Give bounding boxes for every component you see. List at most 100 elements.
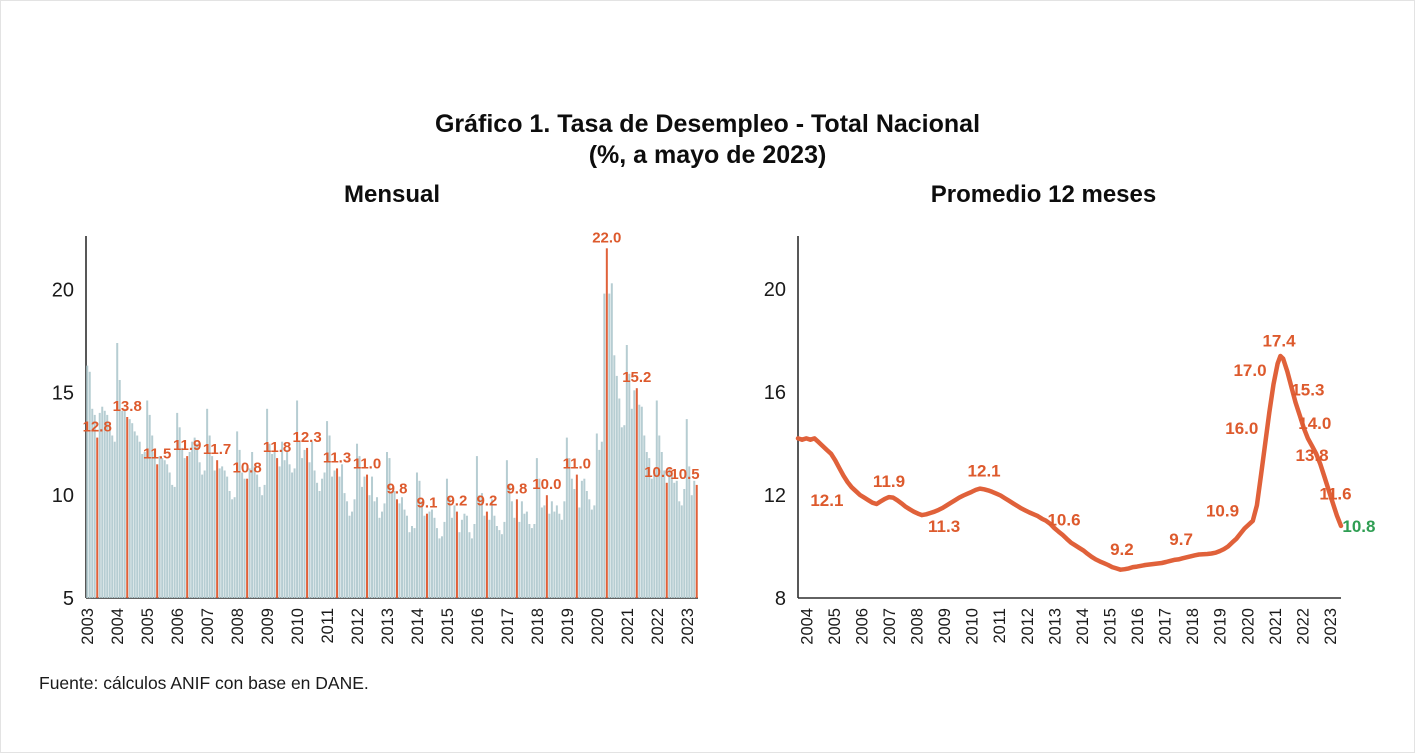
bar [208, 435, 211, 598]
svg-text:2008: 2008 [909, 608, 927, 645]
bar [518, 521, 521, 598]
bar [203, 470, 206, 598]
svg-text:2005: 2005 [139, 608, 157, 645]
bar [690, 495, 693, 598]
figure-title-line2: (%, a mayo de 2023) [588, 141, 827, 169]
bar [236, 431, 239, 598]
bar-label-2011: 11.3 [323, 449, 351, 466]
bar [343, 493, 346, 598]
bar-label-2010: 12.3 [292, 429, 321, 446]
bar [391, 491, 393, 598]
bar [440, 536, 443, 598]
bar [590, 509, 593, 598]
bar [261, 495, 264, 598]
bar-may-2006 [186, 456, 189, 598]
bar [348, 515, 351, 598]
svg-text:2021: 2021 [619, 608, 637, 645]
bar [473, 524, 476, 598]
bar-may-2008 [246, 478, 249, 598]
bar [398, 503, 401, 598]
svg-text:2021: 2021 [1267, 608, 1285, 645]
bar [593, 505, 596, 598]
svg-text:2022: 2022 [1294, 608, 1312, 645]
bar [580, 480, 583, 598]
bar [423, 515, 426, 598]
bar-label-2017: 9.8 [506, 480, 527, 497]
svg-text:2007: 2007 [881, 608, 899, 645]
bar [483, 515, 486, 598]
bar [328, 435, 331, 598]
bar [193, 437, 196, 598]
bar [540, 507, 543, 598]
bar [191, 441, 194, 598]
bar [683, 489, 686, 598]
bar [381, 511, 384, 598]
bar [368, 495, 371, 598]
bar [525, 511, 528, 598]
bar [658, 435, 661, 598]
svg-text:2008: 2008 [229, 608, 247, 645]
bar-may-2005 [156, 464, 159, 598]
bar [538, 478, 541, 598]
bar [488, 519, 491, 598]
svg-text:2006: 2006 [853, 608, 871, 645]
bar [361, 486, 364, 598]
line-label-15.3: 15.3 [1291, 381, 1324, 400]
bar [468, 532, 471, 598]
bar [228, 491, 231, 598]
bar [493, 515, 496, 598]
bar-label-2018: 10.0 [532, 476, 561, 493]
bar [241, 472, 244, 598]
bar-label-2014: 9.1 [417, 495, 438, 512]
bar [615, 375, 618, 598]
svg-text:16: 16 [764, 382, 786, 404]
bar-may-2004 [126, 417, 129, 598]
bar [653, 472, 656, 598]
bar [326, 421, 329, 598]
bar-may-2020 [605, 248, 608, 599]
bar [663, 470, 666, 598]
mensual-y-ticks: 5 10 15 20 [52, 279, 74, 610]
bar [513, 517, 516, 598]
bar [133, 431, 136, 598]
bar-label-2016: 9.2 [476, 493, 497, 510]
bar-label-2012: 11.0 [353, 456, 381, 473]
bar-label-2013: 9.8 [387, 480, 408, 497]
bar [638, 404, 641, 598]
bar [655, 400, 658, 598]
bar-may-2003 [96, 437, 99, 598]
svg-text:2019: 2019 [1212, 608, 1230, 645]
bar [298, 441, 301, 598]
bar-may-2010 [306, 447, 309, 598]
bar [508, 484, 511, 598]
bar [293, 468, 296, 598]
bar [131, 423, 134, 598]
bar [530, 528, 533, 598]
bar [101, 406, 104, 598]
bar [550, 501, 553, 598]
bar-label-2023: 10.5 [670, 466, 699, 483]
bar [555, 505, 558, 598]
bar [560, 519, 563, 598]
bar [573, 489, 576, 598]
bar [121, 410, 124, 598]
bar-label-2022: 10.6 [644, 464, 673, 481]
bar [341, 464, 344, 598]
bar [256, 474, 259, 598]
bar [383, 503, 386, 598]
bar [378, 517, 381, 598]
svg-text:2009: 2009 [259, 608, 277, 645]
bar [98, 412, 101, 598]
bar [408, 532, 411, 598]
line-label-17.4: 17.4 [1262, 332, 1296, 351]
bar [386, 452, 388, 598]
bar [428, 511, 431, 598]
bar [630, 408, 633, 598]
bar [371, 476, 374, 598]
line-label-11.9: 11.9 [873, 472, 905, 491]
bar [358, 456, 361, 598]
bar [91, 408, 94, 598]
bar [598, 449, 601, 598]
bar [303, 449, 306, 598]
bar [618, 398, 621, 598]
